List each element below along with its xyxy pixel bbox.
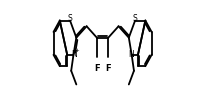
Text: +: +: [75, 48, 79, 53]
Text: F: F: [94, 64, 100, 73]
Text: F: F: [105, 64, 111, 73]
Text: S: S: [133, 14, 137, 23]
Text: S: S: [68, 14, 73, 23]
Text: N: N: [71, 50, 77, 59]
Text: N: N: [128, 50, 134, 59]
